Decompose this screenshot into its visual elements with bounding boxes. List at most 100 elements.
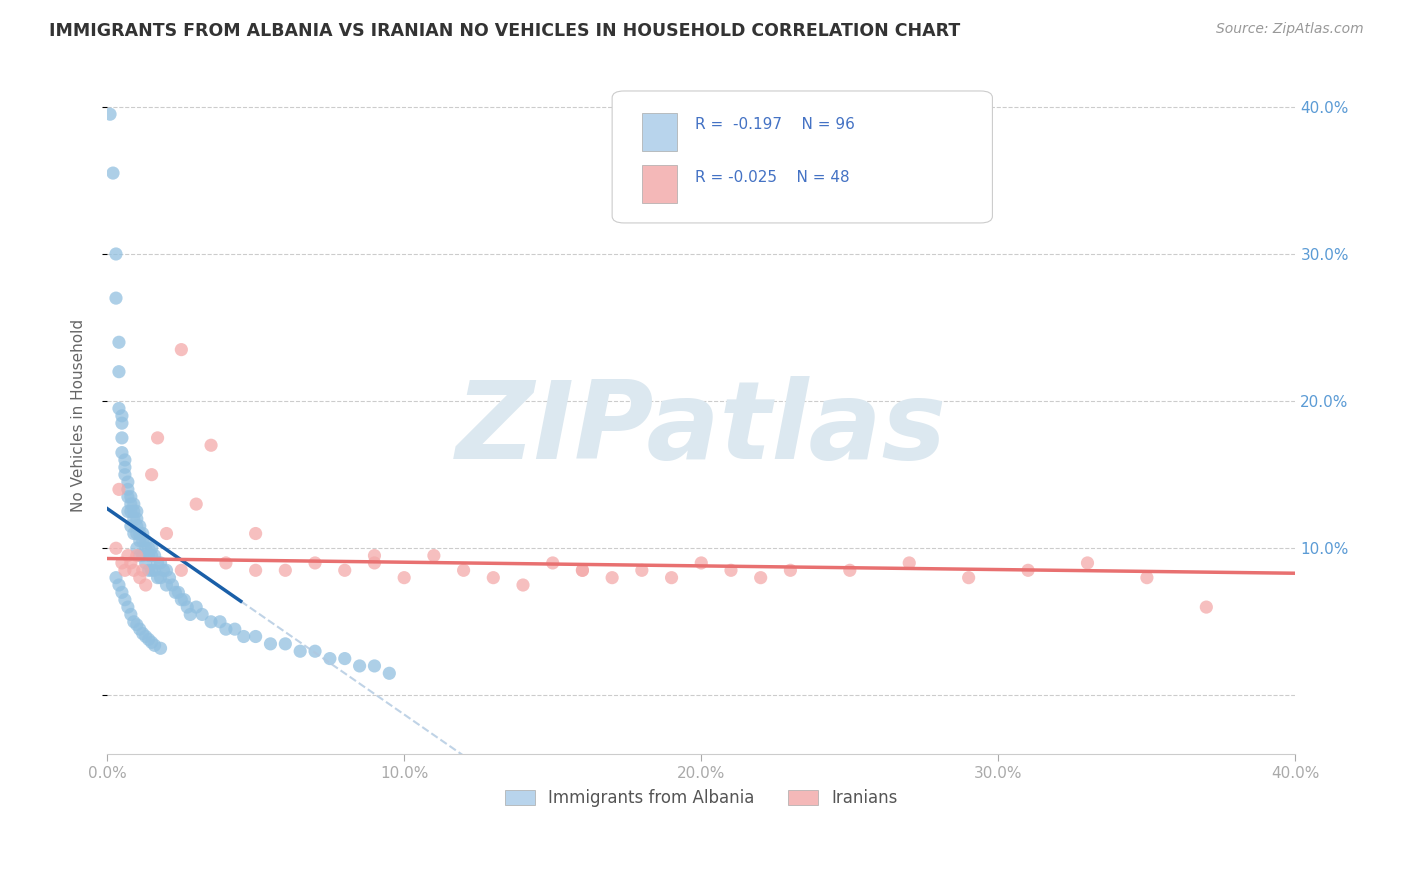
Point — [122, 497, 145, 511]
Point — [132, 563, 155, 577]
Point — [132, 626, 155, 640]
Point — [600, 571, 623, 585]
Point — [378, 666, 401, 681]
Point — [120, 519, 142, 533]
Point — [146, 431, 169, 445]
Point — [245, 526, 267, 541]
Point — [333, 651, 356, 665]
Point — [208, 615, 231, 629]
FancyBboxPatch shape — [612, 91, 993, 223]
Point — [245, 630, 267, 644]
Point — [111, 585, 134, 599]
Point — [98, 107, 121, 121]
Point — [224, 622, 246, 636]
Point — [191, 607, 214, 622]
Point — [143, 638, 166, 652]
Point — [363, 549, 385, 563]
Point — [155, 578, 177, 592]
Y-axis label: No Vehicles in Household: No Vehicles in Household — [72, 319, 86, 512]
Point — [141, 563, 163, 577]
Point — [571, 563, 593, 577]
Point — [304, 556, 326, 570]
Point — [363, 659, 385, 673]
Point — [165, 585, 187, 599]
Point — [122, 512, 145, 526]
Point — [349, 659, 371, 673]
Point — [128, 571, 150, 585]
Point — [1076, 556, 1098, 570]
Point — [120, 504, 142, 518]
Point — [179, 607, 201, 622]
Point — [333, 563, 356, 577]
Point — [125, 526, 148, 541]
Point — [104, 541, 127, 556]
Point — [111, 556, 134, 570]
Point — [122, 615, 145, 629]
Point — [108, 401, 131, 416]
Point — [128, 519, 150, 533]
Point — [167, 585, 190, 599]
Point — [215, 622, 238, 636]
Point — [245, 563, 267, 577]
Point — [176, 600, 198, 615]
Point — [132, 549, 155, 563]
Point — [135, 630, 157, 644]
Point — [170, 563, 193, 577]
Point — [108, 483, 131, 497]
Point — [114, 453, 136, 467]
Point — [108, 365, 131, 379]
Point — [125, 519, 148, 533]
Point — [141, 549, 163, 563]
Point — [117, 549, 139, 563]
Point — [114, 592, 136, 607]
Point — [259, 637, 281, 651]
Point — [104, 247, 127, 261]
Point — [108, 335, 131, 350]
Point — [155, 526, 177, 541]
Point — [114, 460, 136, 475]
Point — [125, 617, 148, 632]
Point — [128, 533, 150, 548]
Point — [146, 556, 169, 570]
Text: Source: ZipAtlas.com: Source: ZipAtlas.com — [1216, 22, 1364, 37]
Point — [1017, 563, 1039, 577]
Point — [132, 526, 155, 541]
Point — [838, 563, 860, 577]
Point — [122, 526, 145, 541]
Point — [152, 563, 174, 577]
Text: R = -0.025    N = 48: R = -0.025 N = 48 — [696, 170, 851, 186]
Point — [117, 475, 139, 489]
FancyBboxPatch shape — [643, 113, 678, 151]
Point — [690, 556, 713, 570]
Point — [117, 504, 139, 518]
Point — [135, 578, 157, 592]
Point — [117, 490, 139, 504]
Point — [200, 438, 222, 452]
Point — [125, 541, 148, 556]
Point — [512, 578, 534, 592]
Point — [1136, 571, 1159, 585]
Point — [141, 635, 163, 649]
Point — [482, 571, 505, 585]
Point — [135, 556, 157, 570]
Point — [125, 504, 148, 518]
Point — [155, 563, 177, 577]
Point — [117, 600, 139, 615]
Point — [117, 483, 139, 497]
Point — [122, 504, 145, 518]
Point — [149, 571, 172, 585]
Point — [186, 497, 208, 511]
Point — [120, 490, 142, 504]
Point — [392, 571, 415, 585]
FancyBboxPatch shape — [643, 165, 678, 202]
Legend: Immigrants from Albania, Iranians: Immigrants from Albania, Iranians — [498, 782, 904, 814]
Point — [125, 512, 148, 526]
Point — [1195, 600, 1218, 615]
Text: ZIPatlas: ZIPatlas — [456, 376, 946, 483]
Point — [186, 600, 208, 615]
Point — [104, 291, 127, 305]
Text: IMMIGRANTS FROM ALBANIA VS IRANIAN NO VEHICLES IN HOUSEHOLD CORRELATION CHART: IMMIGRANTS FROM ALBANIA VS IRANIAN NO VE… — [49, 22, 960, 40]
Point — [141, 541, 163, 556]
Point — [720, 563, 742, 577]
Point — [128, 526, 150, 541]
